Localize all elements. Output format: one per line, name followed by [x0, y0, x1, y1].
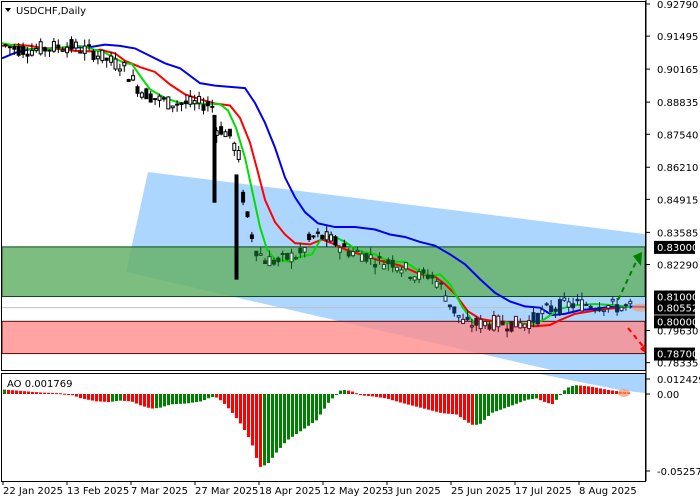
price-axis[interactable]: 0.92790 0.91495 0.90165 0.88835 0.87540 0.862… [645, 0, 698, 481]
price-tick-label: 0.83585 [657, 228, 698, 239]
candlesticks [3, 36, 633, 338]
resistance-zone [2, 246, 645, 298]
arrow-up-icon [633, 252, 642, 266]
price-level-tag [654, 290, 695, 304]
price-level-tag-label: 0.80552 [657, 304, 698, 315]
price-level-tag-label: 0.78700 [657, 350, 698, 361]
time-tick-label: 25 Jun 2025 [451, 486, 511, 497]
channel-overflow [540, 374, 645, 394]
time-tick-label: 8 Aug 2025 [579, 486, 637, 497]
bearish-arrow [627, 327, 645, 351]
ao-last-marker [618, 389, 630, 397]
ma-slow-line [2, 43, 645, 317]
price-level-tag [654, 240, 695, 254]
price-tick-label: 0.90165 [657, 65, 698, 76]
price-tick-label: 0.92790 [657, 0, 698, 11]
ao-label: AO 0.001769 [7, 379, 72, 390]
time-tick-label: 3 Jun 2025 [387, 486, 441, 497]
time-tick-label: 22 Jan 2025 [3, 486, 63, 497]
time-tick-label: 7 Mar 2025 [131, 486, 188, 497]
time-tick-label: 18 Apr 2025 [259, 486, 321, 497]
price-pane [2, 36, 645, 370]
time-tick-label: 27 Mar 2025 [195, 486, 258, 497]
time-tick-label: 13 Feb 2025 [67, 486, 129, 497]
price-tick-label: 0.87540 [657, 130, 698, 141]
bullish-arrow [617, 261, 637, 301]
price-level-tag [654, 347, 695, 361]
time-tick-label: 17 Jul 2025 [515, 486, 572, 497]
price-tick-label: 0.84915 [657, 195, 698, 206]
ao-tick-label: -0.052571 [657, 467, 700, 478]
time-tick-label: 12 May 2025 [323, 486, 388, 497]
price-tick-label: 0.78335 [657, 359, 698, 370]
ao-tick-label: 0.00 [657, 390, 679, 401]
price-level-tag [654, 315, 695, 329]
symbol-title-text: USDCHF,Daily [16, 6, 86, 17]
ao-axis[interactable]: 0.012429 0.00 -0.052571 [646, 375, 700, 478]
price-level-tag-label: 0.80000 [657, 317, 698, 328]
price-level-tag-label: 0.81000 [657, 293, 698, 304]
dropdown-triangle-icon[interactable] [5, 8, 11, 12]
symbol-title[interactable]: USDCHF,Daily [5, 6, 86, 17]
price-tick-label: 0.86210 [657, 163, 698, 174]
price-tick-label: 0.79630 [657, 326, 698, 337]
ao-tick-label: 0.012429 [657, 375, 700, 386]
price-level-tag-label: 0.83000 [657, 243, 698, 254]
arrow-down-icon [640, 344, 645, 353]
price-tick-label: 0.82290 [657, 261, 698, 272]
ao-pane-frame [1, 373, 646, 482]
price-tick-label: 0.88835 [657, 98, 698, 109]
time-axis[interactable]: 22 Jan 2025 13 Feb 2025 7 Mar 2025 27 Mar 2… [2, 481, 637, 497]
ao-pane [3, 374, 645, 467]
price-tick-label: 0.91495 [657, 32, 698, 43]
price-level-tag [654, 301, 695, 315]
last-price-marker [632, 303, 645, 312]
ao-histogram [3, 385, 630, 467]
